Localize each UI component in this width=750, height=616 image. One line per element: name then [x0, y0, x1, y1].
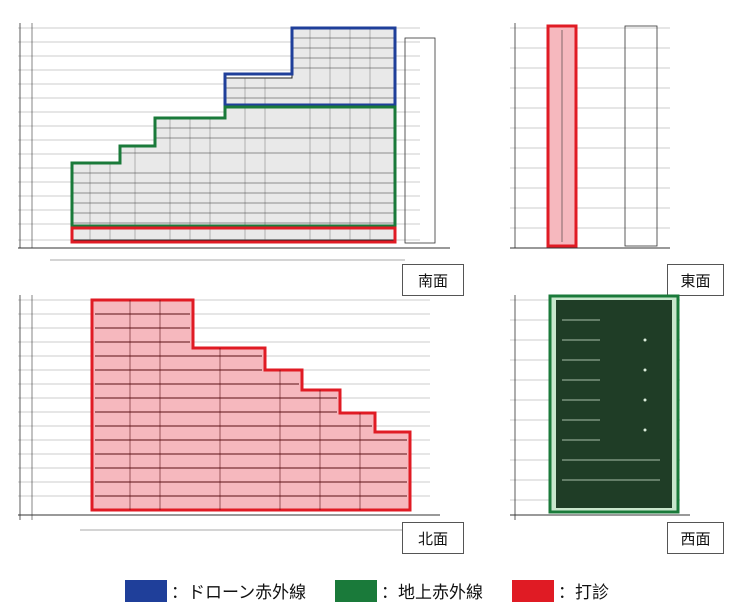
north-elevation-drawing [10, 290, 480, 555]
west-face-label: 西面 [667, 522, 724, 554]
south-face-label: 南面 [402, 264, 464, 296]
east-elevation-drawing [510, 8, 745, 270]
legend-label-drone: ：ドローン赤外線 [171, 583, 307, 603]
legend-item-tap: ：打診 [512, 578, 609, 603]
south-elevation-drawing [10, 8, 480, 270]
east-face-label: 東面 [667, 264, 724, 296]
legend: ：ドローン赤外線 ：地上赤外線 ：打診 [0, 568, 750, 608]
legend-swatch-drone [125, 579, 167, 602]
legend-label-ground: ：地上赤外線 [381, 583, 483, 603]
legend-item-drone: ：ドローン赤外線 [125, 578, 306, 603]
west-elevation-drawing [510, 290, 745, 555]
north-face-label: 北面 [402, 522, 464, 554]
legend-label-tap: ：打診 [558, 583, 609, 603]
legend-item-ground: ：地上赤外線 [335, 578, 483, 603]
legend-swatch-ground [335, 579, 377, 602]
legend-swatch-tap [512, 579, 554, 602]
